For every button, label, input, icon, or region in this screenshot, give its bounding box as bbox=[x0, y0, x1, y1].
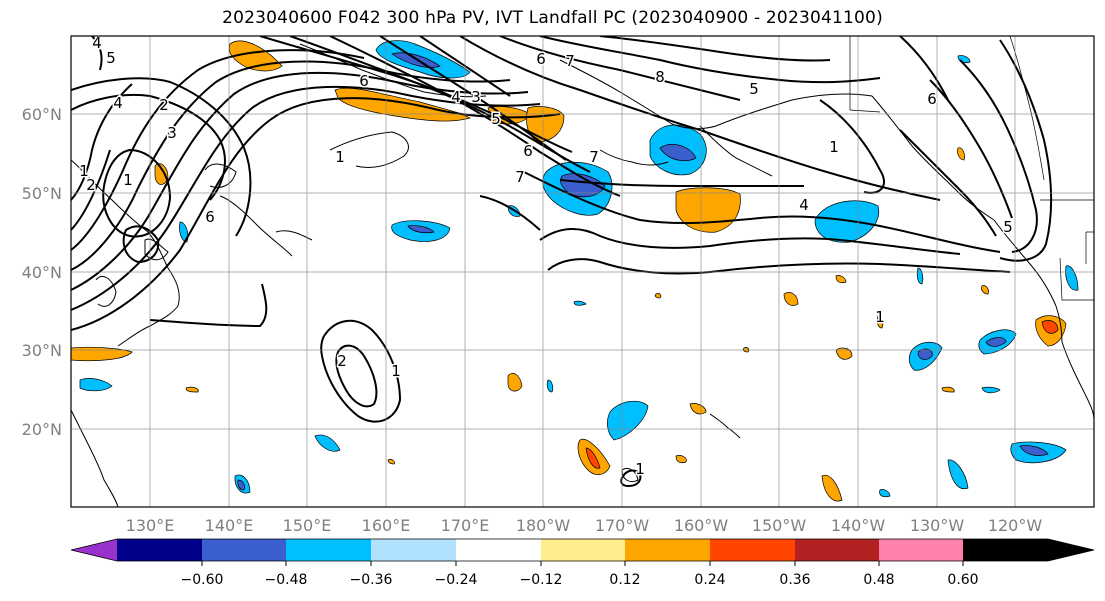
lon-label: 160°E bbox=[362, 516, 411, 535]
contour-label: 3 bbox=[471, 88, 481, 106]
contour-label: 1 bbox=[875, 308, 885, 326]
lon-label: 150°E bbox=[283, 516, 332, 535]
contour-label: 1 bbox=[635, 460, 645, 478]
contour-label: 1 bbox=[391, 362, 401, 380]
contour-label: 2 bbox=[86, 176, 96, 194]
contour-label: 3 bbox=[167, 124, 177, 142]
contour-label: 8 bbox=[655, 68, 665, 86]
contour-label: 1 bbox=[335, 148, 345, 166]
lon-label: 180°W bbox=[516, 516, 571, 535]
colorbar-segment bbox=[71, 539, 117, 561]
colorbar-segment bbox=[795, 539, 879, 561]
contour-label: 6 bbox=[536, 50, 546, 68]
contour-label: 7 bbox=[589, 148, 599, 166]
colorbar-ticks bbox=[201, 561, 964, 566]
colorbar-tick-label: 0.36 bbox=[779, 572, 810, 588]
colorbar-tick-label: 0.24 bbox=[694, 572, 725, 588]
map-title: 2023040600 F042 300 hPa PV, IVT Landfall… bbox=[222, 8, 883, 28]
contour-label: 4 bbox=[92, 34, 102, 52]
lon-label: 150°W bbox=[752, 516, 807, 535]
colorbar-segment bbox=[202, 539, 286, 561]
latitude-labels: 60°N 50°N 40°N 30°N 20°N bbox=[22, 105, 62, 439]
colorbar-segment bbox=[117, 539, 202, 561]
colorbar-segment bbox=[710, 539, 795, 561]
colorbar-segment bbox=[879, 539, 963, 561]
contour-label: 5 bbox=[491, 110, 501, 128]
lon-label: 140°W bbox=[831, 516, 886, 535]
contour-label: 6 bbox=[359, 72, 369, 90]
colorbar-tick-label: −0.48 bbox=[265, 572, 308, 588]
colorbar-segment bbox=[541, 539, 625, 561]
pv-contours bbox=[71, 36, 1053, 488]
contour-label: 4 bbox=[113, 94, 123, 112]
contour-label: 4 bbox=[799, 196, 809, 214]
contour-label: 6 bbox=[523, 142, 533, 160]
lon-label: 170°E bbox=[441, 516, 490, 535]
contour-label: 1 bbox=[829, 138, 839, 156]
colorbar-tick-label: −0.24 bbox=[435, 572, 478, 588]
lon-label: 170°W bbox=[595, 516, 650, 535]
colorbar-tick-label: −0.12 bbox=[520, 572, 563, 588]
pv-anomaly-shading bbox=[71, 40, 1079, 502]
land-borders bbox=[849, 36, 1094, 301]
contour-label: 7 bbox=[515, 168, 525, 186]
lon-label: 130°W bbox=[910, 516, 965, 535]
contour-label: 5 bbox=[749, 80, 759, 98]
contour-label: 4 bbox=[451, 88, 461, 106]
positive-anomaly-patches bbox=[71, 40, 1067, 502]
longitude-labels: 130°E 140°E 150°E 160°E 170°E 180°W 170°… bbox=[126, 516, 1043, 535]
colorbar-tick-label: 0.48 bbox=[863, 572, 894, 588]
lon-label: 120°W bbox=[988, 516, 1043, 535]
colorbar-segment bbox=[371, 539, 456, 561]
negative-anomaly-patches bbox=[79, 40, 1079, 498]
lat-label: 40°N bbox=[22, 263, 62, 282]
colorbar-tick-labels: −0.60 −0.48 −0.36 −0.24 −0.12 0.12 0.24 … bbox=[181, 572, 979, 588]
colorbar-tick-label: −0.36 bbox=[350, 572, 393, 588]
lat-label: 30°N bbox=[22, 341, 62, 360]
contour-labels: 4 5 4 2 3 1 2 1 6 6 1 4 3 5 6 7 7 7 6 8 … bbox=[78, 34, 1015, 480]
lon-label: 130°E bbox=[126, 516, 175, 535]
lat-label: 50°N bbox=[22, 184, 62, 203]
contour-label: 7 bbox=[565, 52, 575, 70]
lat-label: 60°N bbox=[22, 105, 62, 124]
contour-label: 2 bbox=[159, 96, 169, 114]
contour-label: 6 bbox=[205, 208, 215, 226]
colorbar-segment bbox=[963, 539, 1094, 561]
lon-label: 160°W bbox=[674, 516, 729, 535]
contour-label: 5 bbox=[1003, 218, 1013, 236]
lon-label: 140°E bbox=[205, 516, 254, 535]
colorbar-segment bbox=[286, 539, 371, 561]
contour-label: 2 bbox=[337, 352, 347, 370]
contour-label: 1 bbox=[79, 162, 89, 180]
colorbar-segment bbox=[456, 539, 541, 561]
colorbar: −0.60 −0.48 −0.36 −0.24 −0.12 0.12 0.24 … bbox=[70, 538, 1095, 588]
colorbar-tick-label: −0.60 bbox=[181, 572, 224, 588]
contour-label: 5 bbox=[106, 49, 116, 67]
colorbar-tick-label: 0.60 bbox=[947, 572, 978, 588]
colorbar-segment bbox=[625, 539, 710, 561]
lat-label: 20°N bbox=[22, 420, 62, 439]
contour-label: 6 bbox=[927, 90, 937, 108]
colorbar-outline bbox=[70, 538, 1095, 562]
colorbar-tick-label: 0.12 bbox=[609, 572, 640, 588]
gridlines bbox=[71, 36, 1094, 507]
map-border bbox=[70, 35, 1095, 508]
contour-label: 1 bbox=[123, 171, 133, 189]
